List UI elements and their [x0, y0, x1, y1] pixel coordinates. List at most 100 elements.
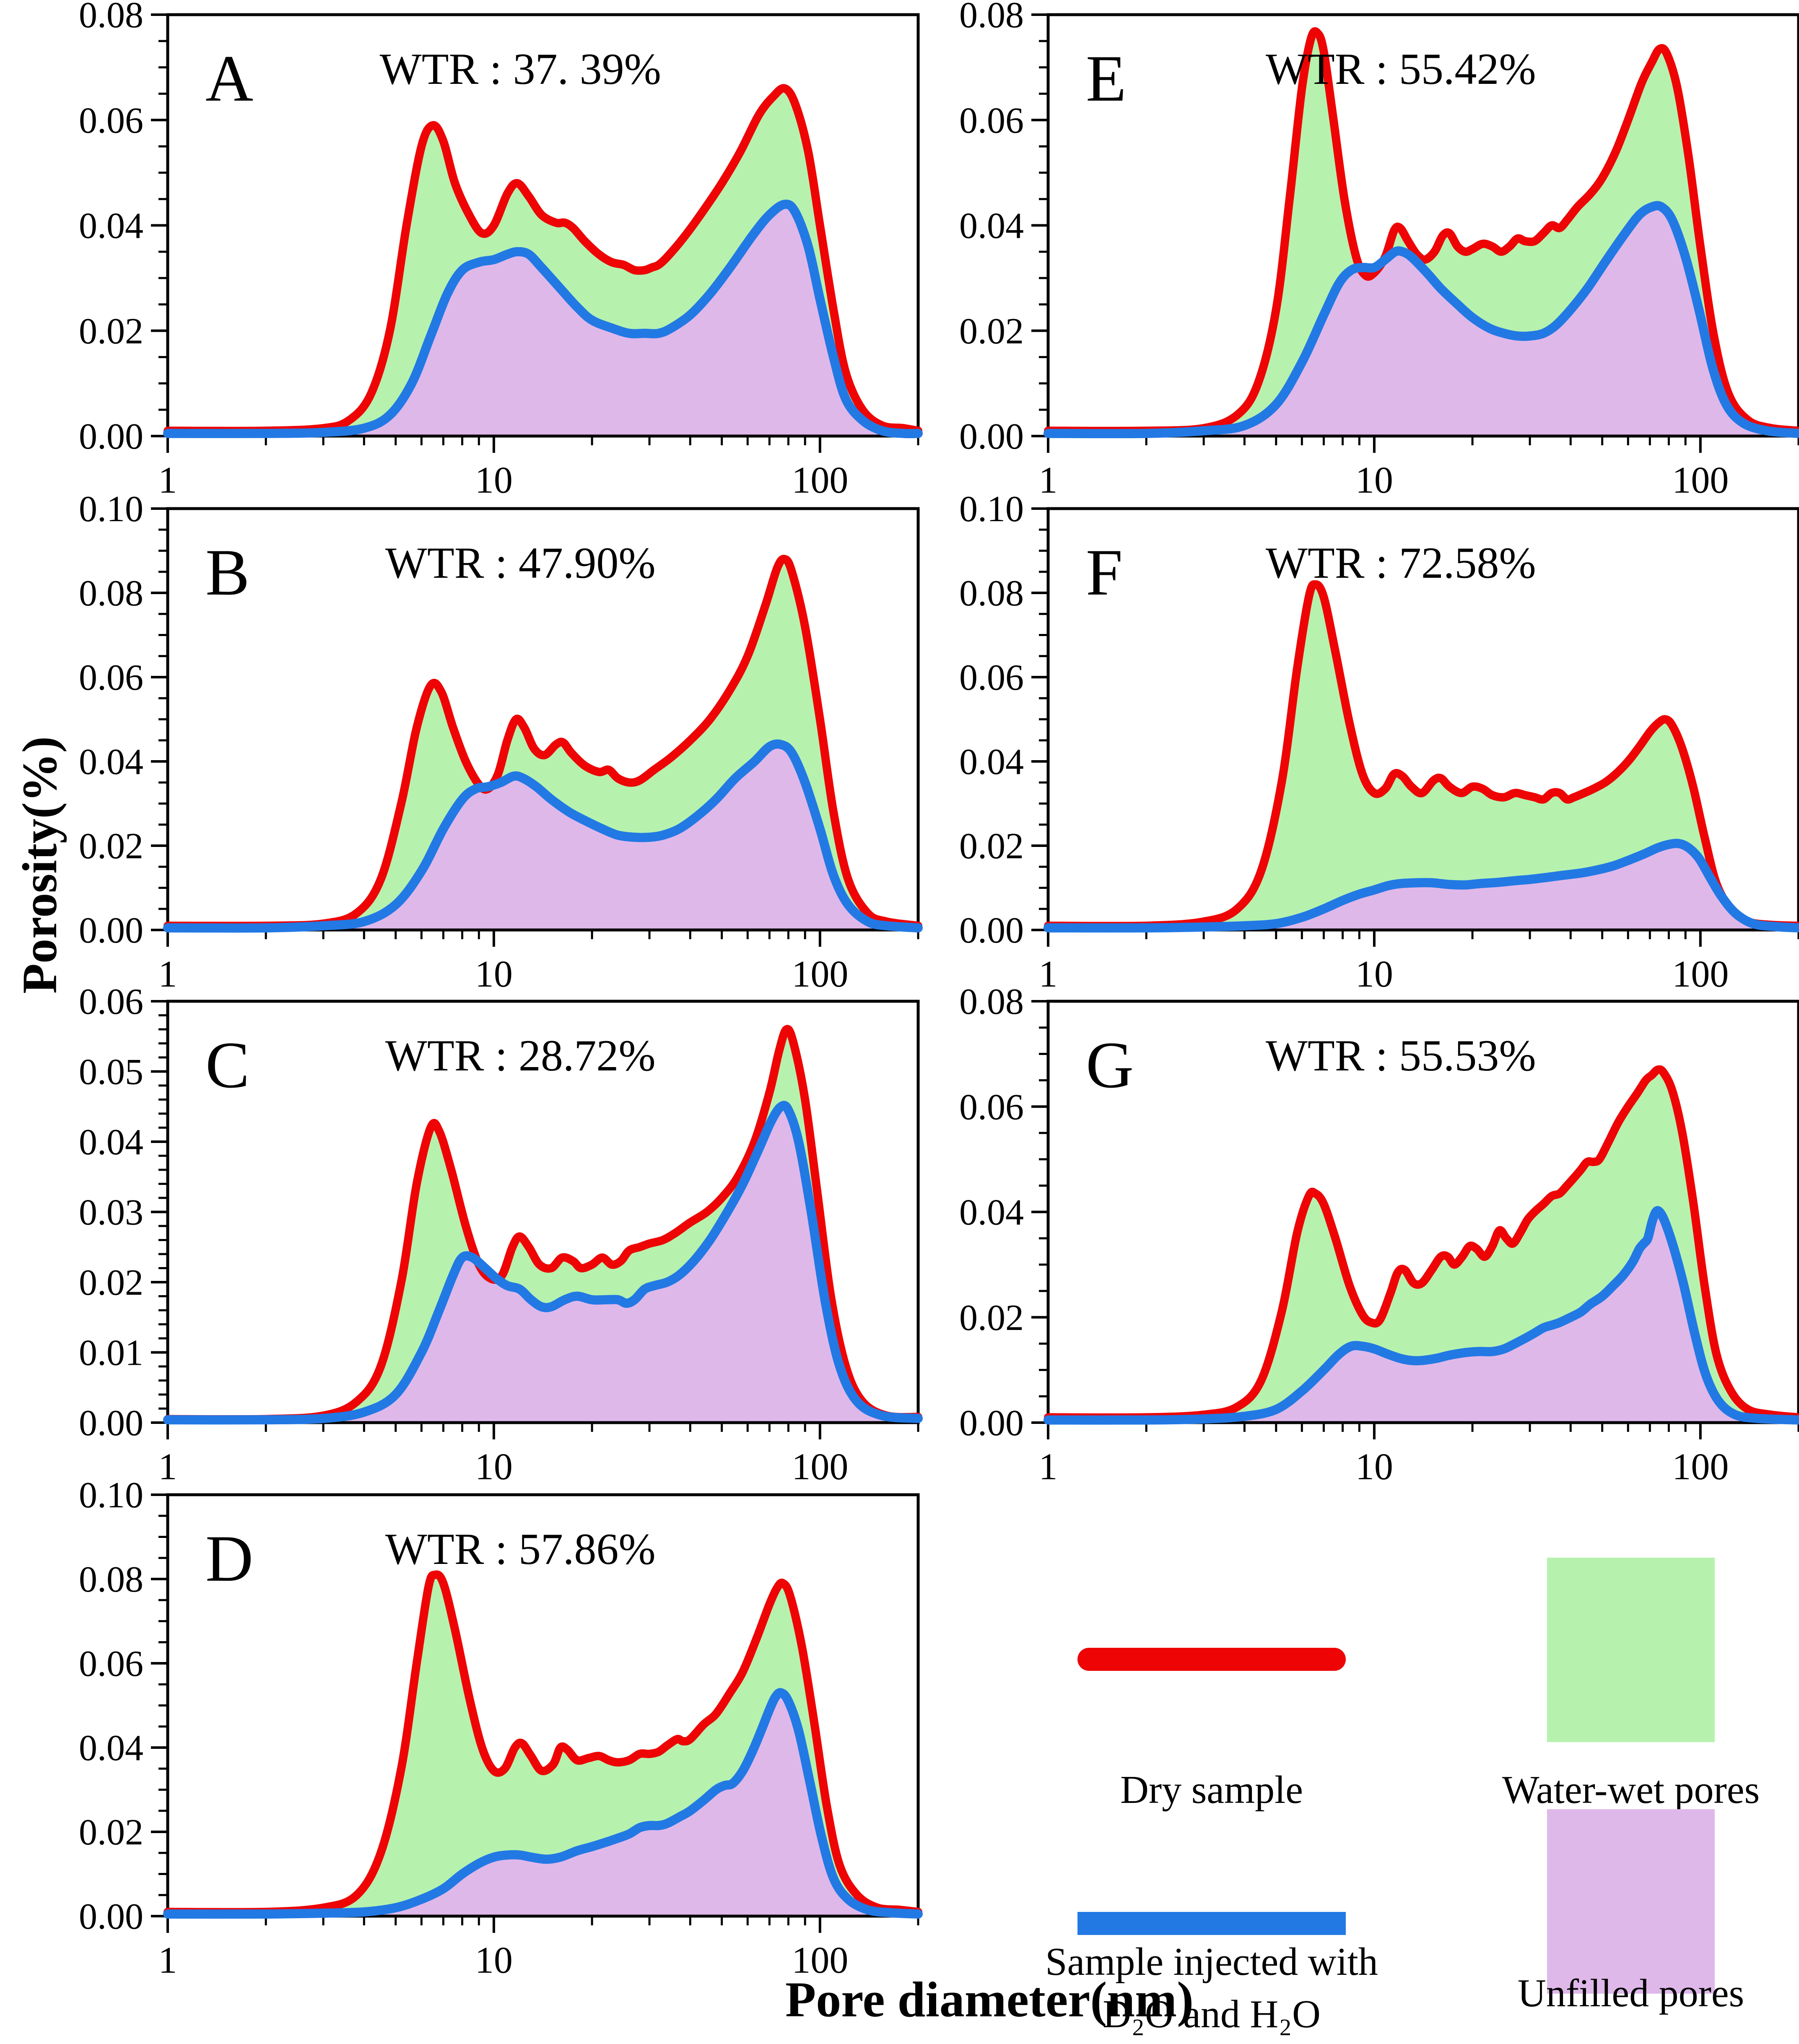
y-tick-label: 0.04 [959, 1192, 1024, 1233]
wtr-label: WTR : 57.86% [385, 1525, 656, 1574]
panel-C-chart: 0.00 0.01 0.02 0.03 0.04 0.05 0.06 1 10 100 C WTR :… [79, 982, 923, 1488]
x-tick-label: 100 [1672, 460, 1729, 501]
dry-sample-curve [1044, 1065, 1799, 1422]
y-tick-label: 0.10 [79, 489, 143, 530]
y-tick-label: 0.04 [79, 1728, 143, 1769]
wtr-label: WTR : 47.90% [385, 538, 656, 587]
x-tick-label: 100 [792, 460, 848, 501]
x-tick-label: 1 [1039, 1446, 1058, 1488]
dry-sample-curve [1044, 580, 1799, 930]
y-tick-label: 0.08 [79, 0, 143, 36]
y-tick-label: 0.03 [79, 1192, 143, 1233]
wtr-label: WTR : 37. 39% [380, 44, 661, 93]
y-tick-label: 0.08 [959, 573, 1024, 614]
panel-letter: F [1086, 536, 1123, 609]
panel-letter: B [205, 536, 249, 609]
wtr-label: WTR : 55.42% [1266, 44, 1536, 93]
y-tick-label: 0.02 [959, 311, 1024, 352]
dry-sample-curve [164, 1570, 922, 1917]
y-tick-label: 0.10 [79, 1475, 143, 1516]
y-tick-label: 0.00 [959, 910, 1024, 951]
dry-sample-curve [164, 84, 922, 435]
wtr-label: WTR : 28.72% [385, 1031, 656, 1080]
injected-sample-curve [1044, 1206, 1799, 1425]
y-tick-label: 0.08 [959, 0, 1024, 36]
panel-letter: E [1086, 42, 1127, 115]
y-tick-label: 0.04 [959, 206, 1024, 247]
x-tick-label: 1 [158, 953, 177, 995]
y-tick-label: 0.04 [959, 742, 1024, 782]
water-wet-area [1048, 584, 1799, 930]
x-tick-label: 10 [475, 460, 513, 501]
x-tick-label: 100 [792, 1446, 848, 1488]
y-tick-label: 0.06 [79, 657, 143, 698]
y-tick-label: 0.04 [79, 1122, 143, 1163]
x-tick-label: 1 [158, 1446, 177, 1488]
panel-letter: D [205, 1522, 253, 1595]
unfilled-pores-swatch [1547, 1809, 1715, 1994]
dry-sample-curve [1044, 27, 1799, 435]
y-tick-label: 0.02 [959, 1298, 1024, 1338]
x-tick-label: 10 [1355, 460, 1393, 501]
unfilled-area [168, 1693, 918, 1916]
x-tick-label: 100 [1672, 953, 1729, 995]
wtr-label: WTR : 55.53% [1266, 1031, 1536, 1080]
y-tick-label: 0.06 [959, 1087, 1024, 1127]
y-tick-label: 0.00 [79, 1403, 143, 1444]
y-tick-label: 0.08 [79, 1559, 143, 1600]
x-tick-label: 1 [158, 1940, 177, 1981]
y-tick-label: 0.08 [959, 982, 1024, 1022]
panel-G-chart: 0.00 0.02 0.04 0.06 0.08 1 10 100 G WTR : 55.53% [959, 982, 1799, 1488]
x-tick-label: 10 [475, 1446, 513, 1488]
y-tick-label: 0.00 [959, 1403, 1024, 1444]
y-tick-label: 0.08 [79, 573, 143, 614]
panel-B-chart: 0.00 0.02 0.04 0.06 0.08 0.10 1 10 100 B WTR : 47.… [79, 489, 923, 995]
injected-sample-swatch [1077, 1912, 1346, 1935]
panel-D-chart: 0.00 0.02 0.04 0.06 0.08 0.10 1 10 100 D WTR : 57.… [79, 1475, 923, 1981]
y-tick-label: 0.04 [79, 742, 143, 782]
x-tick-label: 10 [1355, 953, 1393, 995]
injected-sample-curve [163, 200, 923, 439]
unfilled-pores-label: Unfilled pores [1517, 1971, 1744, 2015]
x-axis-title: Pore diameter(nm) [785, 1971, 1194, 2027]
x-tick-label: 10 [1355, 1446, 1393, 1488]
x-tick-label: 1 [1039, 953, 1058, 995]
injected-sample-curve [1044, 201, 1799, 439]
x-tick-label: 10 [475, 953, 513, 995]
x-tick-label: 1 [1039, 460, 1058, 501]
x-tick-label: 100 [792, 1940, 848, 1981]
unfilled-area [1048, 205, 1799, 436]
unfilled-area [168, 204, 918, 436]
panel-F-chart: 0.00 0.02 0.04 0.06 0.08 0.10 1 10 100 F WTR : 72.… [959, 489, 1799, 995]
dry-sample-swatch [1077, 1648, 1346, 1671]
unfilled-area [1048, 1210, 1799, 1423]
y-tick-label: 0.06 [959, 100, 1024, 141]
y-tick-label: 0.02 [79, 311, 143, 352]
dry-sample-curve [164, 555, 922, 930]
y-tick-label: 0.06 [959, 657, 1024, 698]
panel-A-chart: 0.00 0.02 0.04 0.06 0.08 1 10 100 A WTR : 37. 39% [79, 0, 923, 501]
unfilled-area [168, 744, 918, 930]
injected-sample-curve [163, 1688, 923, 1919]
x-tick-label: 10 [475, 1940, 513, 1981]
injected-sample-label-line1: Sample injected with [1045, 1940, 1378, 1984]
unfilled-area [168, 1105, 918, 1423]
dry-sample-label: Dry sample [1120, 1768, 1303, 1812]
y-tick-label: 0.00 [79, 416, 143, 457]
y-tick-label: 0.02 [79, 1262, 143, 1303]
wtr-label: WTR : 72.58% [1266, 538, 1536, 587]
injected-sample-label-line2: D₂O and H₂O [1103, 1992, 1321, 2036]
y-tick-label: 0.00 [79, 1896, 143, 1937]
x-tick-label: 100 [792, 953, 848, 995]
y-tick-label: 0.02 [79, 826, 143, 867]
injected-sample-curve [163, 1101, 923, 1425]
y-tick-label: 0.02 [79, 1812, 143, 1853]
y-tick-label: 0.02 [959, 826, 1024, 867]
y-tick-label: 0.00 [959, 416, 1024, 457]
y-tick-label: 0.04 [79, 206, 143, 247]
y-tick-label: 0.00 [79, 910, 143, 951]
y-tick-label: 0.10 [959, 489, 1024, 530]
panel-letter: G [1086, 1028, 1134, 1102]
y-tick-label: 0.05 [79, 1052, 143, 1093]
